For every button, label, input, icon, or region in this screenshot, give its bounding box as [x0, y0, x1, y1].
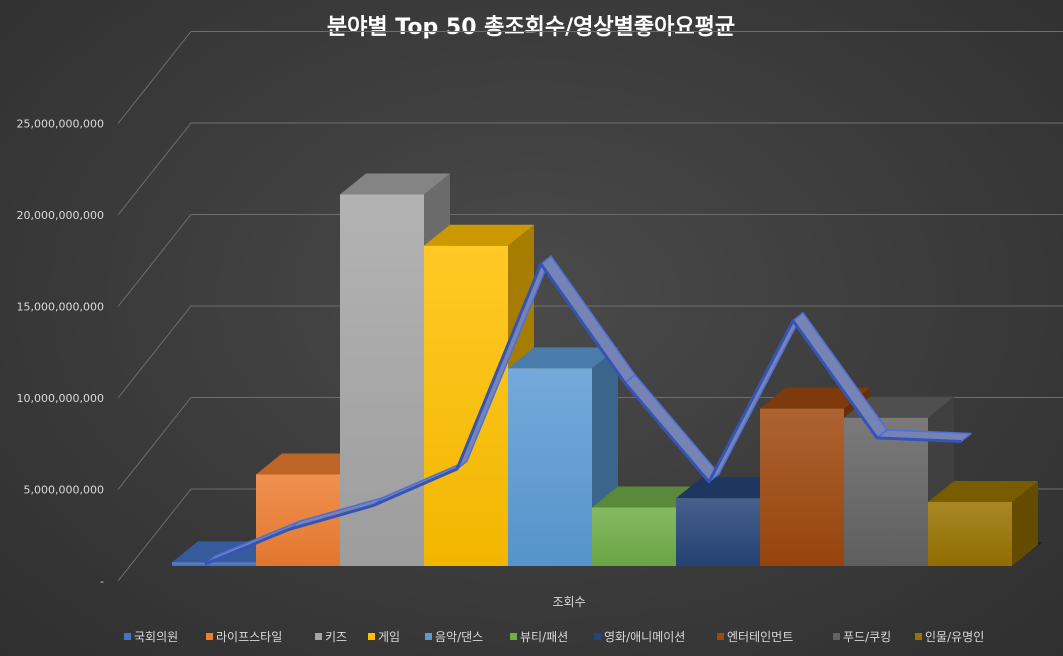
- legend-label: 음악/댄스: [435, 630, 483, 644]
- legend-item: 키즈: [315, 630, 347, 644]
- bar-top: [256, 453, 366, 475]
- bar-front: [340, 194, 424, 566]
- bar-front: [256, 474, 340, 566]
- bar-front: [844, 417, 928, 566]
- legend-swatch: [425, 633, 432, 640]
- bar-front: [424, 245, 508, 566]
- bar-front: [928, 501, 1012, 566]
- legend-swatch: [594, 633, 601, 640]
- legend-label: 키즈: [325, 630, 347, 644]
- bar-top: [424, 224, 534, 246]
- legend-swatch: [717, 633, 724, 640]
- bar-top: [760, 387, 870, 409]
- legend-swatch: [510, 633, 517, 640]
- bars-layer: [172, 173, 1038, 566]
- legend-swatch: [915, 633, 922, 640]
- bar-5: [508, 347, 618, 566]
- gridline: [117, 214, 1063, 307]
- legend-item: 국회의원: [124, 630, 178, 644]
- legend-item: 게임: [368, 630, 400, 644]
- legend-label: 인물/유명인: [925, 630, 984, 644]
- line-ribbon-segment: [624, 374, 720, 483]
- bar-top: [676, 477, 786, 499]
- bar-front: [508, 368, 592, 566]
- bar-top: [928, 480, 1038, 502]
- legend-label: 게임: [378, 630, 400, 644]
- y-tick-label: 15,000,000,000: [17, 301, 104, 314]
- legend-swatch: [124, 633, 131, 640]
- legend-item: 뷰티/패션: [510, 630, 568, 644]
- legend-item: 엔터테인먼트: [717, 630, 793, 644]
- legend-label: 푸드/쿠킹: [843, 630, 891, 644]
- y-tick-label: 10,000,000,000: [17, 392, 104, 405]
- y-tick-label: 25,000,000,000: [17, 118, 104, 131]
- bar-front: [760, 408, 844, 566]
- chart-title: 분야별 Top 50 총조회수/영상별좋아요평균: [327, 15, 735, 40]
- bar-top: [508, 347, 618, 369]
- y-tick-label: -: [100, 575, 104, 588]
- y-tick-label: 5,000,000,000: [24, 484, 104, 497]
- legend-item: 푸드/쿠킹: [833, 630, 891, 644]
- bar-top: [592, 486, 702, 508]
- bar-7: [676, 477, 786, 566]
- legend-label: 국회의원: [134, 630, 178, 644]
- gridline: [117, 305, 1063, 399]
- legend: 국회의원 라이프스타일 키즈 게임 음악/댄스 뷰티/패션 영화/애니메이션 엔터테인먼트 푸드…: [124, 630, 984, 644]
- bar-front: [172, 562, 256, 566]
- legend-item: 라이프스타일: [206, 630, 282, 644]
- legend-item: 인물/유명인: [915, 630, 984, 644]
- y-axis-ticks: - 5,000,000,000 10,000,000,000 15,000,000,0…: [17, 118, 105, 589]
- gridline: [117, 397, 1063, 490]
- legend-label: 엔터테인먼트: [727, 630, 793, 644]
- legend-label: 뷰티/패션: [520, 630, 568, 644]
- bar-front: [676, 498, 760, 566]
- legend-swatch: [368, 633, 375, 640]
- gridline: [117, 31, 1063, 124]
- legend-item: 영화/애니메이션: [594, 630, 685, 644]
- bar-top: [340, 173, 450, 195]
- legend-label: 라이프스타일: [216, 630, 282, 644]
- bar-front: [592, 507, 676, 566]
- legend-item: 음악/댄스: [425, 630, 483, 644]
- y-tick-label: 20,000,000,000: [17, 209, 104, 222]
- bar-side: [1012, 480, 1038, 566]
- line-layer: [204, 255, 972, 566]
- line-series-edge: [204, 262, 962, 566]
- legend-swatch: [315, 633, 322, 640]
- x-axis-category-label: 조회수: [552, 595, 585, 609]
- legend-label: 영화/애니메이션: [604, 630, 685, 644]
- legend-swatch: [206, 633, 213, 640]
- legend-swatch: [833, 633, 840, 640]
- gridline: [117, 122, 1063, 216]
- bar-10: [928, 480, 1038, 566]
